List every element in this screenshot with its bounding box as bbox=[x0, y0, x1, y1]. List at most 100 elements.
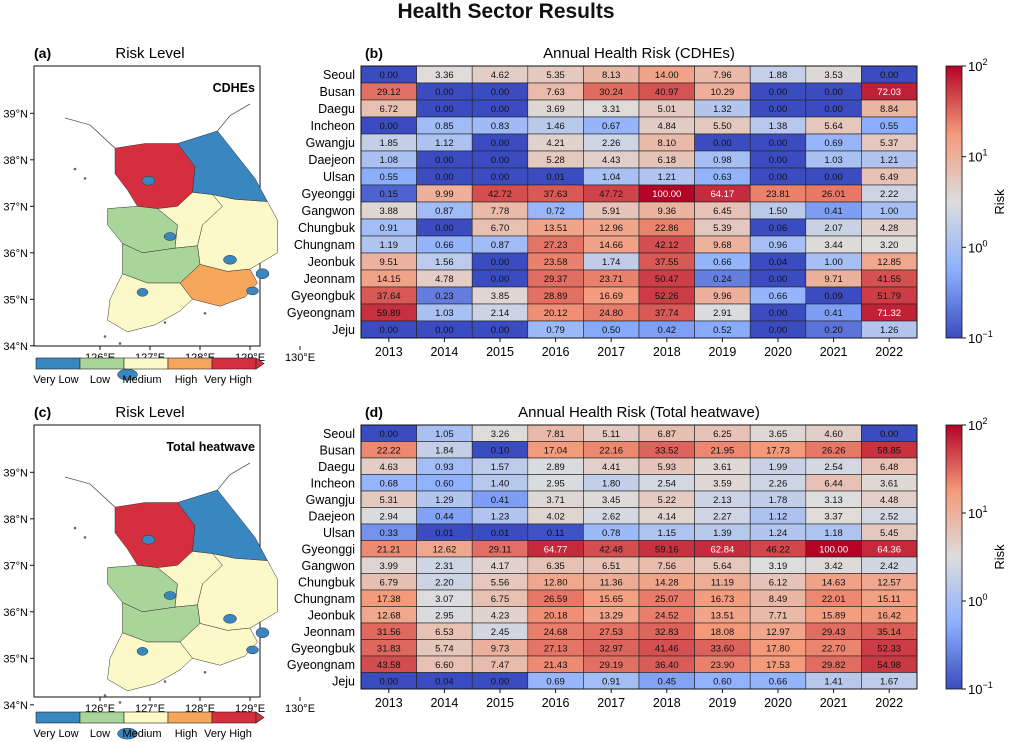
cell-value-label: 0.04 bbox=[435, 676, 454, 687]
cell-value-label: 5.50 bbox=[713, 121, 732, 132]
cell-value-label: 6.79 bbox=[380, 577, 399, 588]
cell-value-label: 0.83 bbox=[491, 121, 510, 132]
north-coastline bbox=[64, 476, 116, 508]
cell-value-label: 2.54 bbox=[824, 462, 843, 473]
north-coastline bbox=[217, 103, 251, 132]
legend-swatch bbox=[79, 711, 125, 724]
cell-value-label: 5.01 bbox=[658, 104, 677, 115]
cell-value-label: 100.00 bbox=[819, 544, 848, 555]
cell-value-label: 7.63 bbox=[546, 87, 565, 98]
cell-value-label: 0.00 bbox=[491, 172, 510, 183]
cell-value-label: 0.00 bbox=[824, 87, 843, 98]
legend-swatch bbox=[123, 357, 169, 370]
cell-value-label: 4.14 bbox=[658, 511, 677, 522]
cell-value-label: 1.46 bbox=[546, 121, 565, 132]
cell-value-label: 0.67 bbox=[602, 121, 621, 132]
cell-value-label: 4.84 bbox=[658, 121, 677, 132]
cell-value-label: 23.58 bbox=[544, 257, 568, 268]
heatmap-title: Annual Health Risk (CDHEs) bbox=[543, 45, 735, 62]
cell-value-label: 29.37 bbox=[544, 274, 568, 285]
region-seoul bbox=[141, 175, 156, 186]
cell-value-label: 51.79 bbox=[877, 291, 901, 302]
island-dot bbox=[163, 321, 167, 324]
cell-value-label: 2.91 bbox=[713, 308, 732, 319]
cell-value-label: 4.23 bbox=[491, 610, 510, 621]
cell-value-label: 21.43 bbox=[544, 660, 568, 671]
cell-value-label: 8.49 bbox=[769, 594, 788, 605]
cell-value-label: 9.71 bbox=[824, 274, 843, 285]
cell-value-label: 2.95 bbox=[546, 478, 565, 489]
cell-value-label: 71.32 bbox=[877, 308, 901, 319]
cell-value-label: 0.63 bbox=[713, 172, 732, 183]
north-coastline bbox=[64, 117, 116, 149]
cell-value-label: 2.13 bbox=[713, 495, 732, 506]
cell-value-label: 0.00 bbox=[435, 325, 454, 336]
cell-value-label: 0.01 bbox=[435, 528, 454, 539]
row-label: Gyeongbuk bbox=[291, 641, 356, 655]
cell-value-label: 1.39 bbox=[713, 528, 732, 539]
row-label: Jeonnam bbox=[304, 272, 355, 286]
row-label: Incheon bbox=[311, 476, 356, 490]
map-panel-c: (c) Risk Level Total heatwave 39°N 38°N 37°N 3… bbox=[3, 404, 315, 740]
column-label: 2020 bbox=[764, 345, 792, 359]
cell-value-label: 3.61 bbox=[713, 462, 732, 473]
map-badge: Total heatwave bbox=[166, 440, 255, 454]
cell-value-label: 27.23 bbox=[544, 240, 568, 251]
cell-value-label: 0.00 bbox=[769, 308, 788, 319]
cell-value-label: 58.85 bbox=[877, 445, 901, 456]
cell-value-label: 15.11 bbox=[878, 594, 901, 605]
legend-label: Medium bbox=[122, 728, 161, 740]
cell-value-label: 0.00 bbox=[713, 138, 732, 149]
lon-label: 130°E bbox=[285, 352, 315, 364]
legend-extend-arrow bbox=[255, 357, 265, 370]
cell-value-label: 5.39 bbox=[713, 223, 732, 234]
cell-value-label: 50.47 bbox=[655, 274, 679, 285]
cell-value-label: 6.75 bbox=[491, 594, 510, 605]
cell-value-label: 0.66 bbox=[769, 676, 788, 687]
region-daegu bbox=[223, 614, 237, 624]
legend-swatch bbox=[167, 357, 213, 370]
cell-value-label: 0.52 bbox=[713, 325, 732, 336]
lat-label: 35°N bbox=[3, 294, 28, 306]
cell-value-label: 5.93 bbox=[658, 462, 677, 473]
cell-value-label: 7.71 bbox=[769, 610, 788, 621]
cell-value-label: 0.91 bbox=[602, 676, 621, 687]
cell-value-label: 7.81 bbox=[546, 429, 565, 440]
cell-value-label: 3.44 bbox=[824, 240, 843, 251]
cell-value-label: 0.00 bbox=[769, 87, 788, 98]
cell-value-label: 2.14 bbox=[491, 308, 510, 319]
cell-value-label: 20.12 bbox=[544, 308, 568, 319]
lon-label: 130°E bbox=[285, 703, 315, 715]
cell-value-label: 31.83 bbox=[377, 643, 401, 654]
cell-value-label: 0.00 bbox=[491, 325, 510, 336]
figure-title: Health Sector Results bbox=[397, 0, 615, 23]
cell-value-label: 0.33 bbox=[380, 528, 399, 539]
row-label: Gwangju bbox=[306, 136, 355, 150]
cell-value-label: 21.21 bbox=[377, 544, 401, 555]
colorbar-tick-label: 10−1 bbox=[968, 680, 993, 697]
row-label: Daejeon bbox=[308, 509, 355, 523]
cell-value-label: 0.00 bbox=[880, 70, 899, 81]
cell-value-label: 15.89 bbox=[822, 610, 846, 621]
row-label: Gyeongbuk bbox=[291, 289, 356, 303]
cell-value-label: 1.57 bbox=[491, 462, 510, 473]
column-label: 2013 bbox=[375, 345, 403, 359]
cell-value-label: 0.24 bbox=[713, 274, 732, 285]
region-daejeon bbox=[163, 232, 177, 241]
row-label: Ulsan bbox=[323, 170, 355, 184]
cell-value-label: 0.00 bbox=[491, 104, 510, 115]
cell-value-label: 0.00 bbox=[380, 325, 399, 336]
cell-value-label: 27.13 bbox=[544, 643, 568, 654]
cell-value-label: 2.20 bbox=[435, 577, 454, 588]
cell-value-label: 0.41 bbox=[824, 206, 843, 217]
cell-value-label: 11.36 bbox=[600, 577, 623, 588]
cell-value-label: 8.84 bbox=[880, 104, 899, 115]
cell-value-label: 1.18 bbox=[824, 528, 843, 539]
row-label: Incheon bbox=[311, 119, 356, 133]
cell-value-label: 2.27 bbox=[713, 511, 732, 522]
cell-value-label: 3.13 bbox=[824, 495, 843, 506]
cell-value-label: 1.08 bbox=[380, 155, 399, 166]
legend-swatch bbox=[211, 357, 257, 370]
cell-value-label: 0.15 bbox=[380, 189, 399, 200]
cell-value-label: 1.21 bbox=[658, 172, 677, 183]
